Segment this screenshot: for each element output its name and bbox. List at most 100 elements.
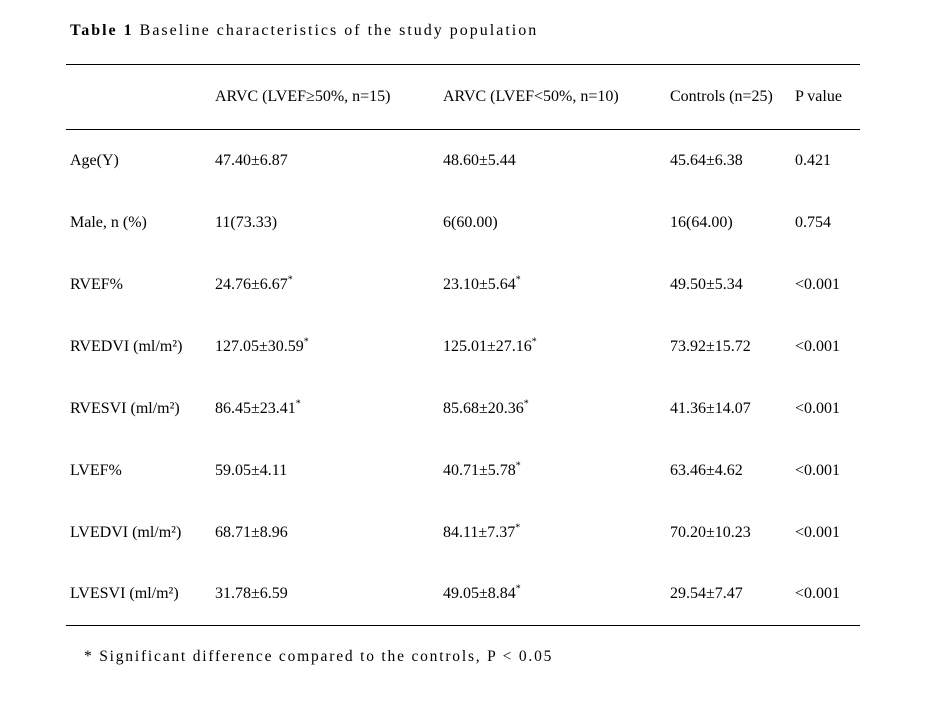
- row-header: RVEF%: [70, 275, 123, 293]
- table-caption: Baseline characteristics of the study po…: [133, 22, 539, 39]
- data-cell: 16(64.00): [666, 192, 791, 254]
- table-number: Table 1: [70, 22, 134, 39]
- baseline-characteristics-table: ARVC (LVEF≥50%, n=15) ARVC (LVEF<50%, n=…: [66, 64, 860, 626]
- row-header: RVESVI (ml/m²): [70, 399, 180, 417]
- row-header: Male, n (%): [70, 213, 147, 231]
- cell-value: 11(73.33): [215, 213, 278, 231]
- significance-asterisk: *: [515, 460, 521, 472]
- cell-value: 29.54±7.47: [670, 585, 743, 603]
- data-cell: 40.71±5.78*: [439, 440, 666, 502]
- data-cell: 127.05±30.59*: [211, 316, 439, 378]
- table-row: RVEDVI (ml/m²) 127.05±30.59* 125.01±27.1…: [66, 316, 860, 378]
- significance-asterisk: *: [515, 274, 521, 286]
- paper-page: Table 1 Baseline characteristics of the …: [66, 22, 860, 665]
- cell-value: 49.05±8.84: [443, 585, 516, 603]
- table-row: RVESVI (ml/m²) 86.45±23.41* 85.68±20.36*…: [66, 378, 860, 440]
- data-cell: 31.78±6.59: [211, 563, 439, 626]
- data-cell: 59.05±4.11: [211, 440, 439, 502]
- data-cell: 63.46±4.62: [666, 440, 791, 502]
- column-header-controls: Controls (n=25): [666, 64, 791, 130]
- data-cell: 24.76±6.67*: [211, 254, 439, 316]
- data-cell: 68.71±8.96: [211, 502, 439, 564]
- table-row: Male, n (%) 11(73.33) 6(60.00) 16(64.00)…: [66, 192, 860, 254]
- pvalue-cell: 0.421: [791, 130, 860, 192]
- cell-value: 41.36±14.07: [670, 399, 751, 417]
- pvalue-cell: <0.001: [791, 378, 860, 440]
- pvalue-cell: <0.001: [791, 440, 860, 502]
- cell-value: 0.421: [795, 151, 831, 169]
- significance-asterisk: *: [287, 274, 293, 286]
- row-header: LVEF%: [70, 461, 122, 479]
- cell-value: 45.64±6.38: [670, 151, 743, 169]
- cell-value: 125.01±27.16: [443, 337, 532, 355]
- table-row: LVESVI (ml/m²) 31.78±6.59 49.05±8.84* 29…: [66, 563, 860, 626]
- table-row: RVEF% 24.76±6.67* 23.10±5.64* 49.50±5.34…: [66, 254, 860, 316]
- cell-value: 85.68±20.36: [443, 399, 524, 417]
- cell-value: 70.20±10.23: [670, 523, 751, 541]
- data-cell: 41.36±14.07: [666, 378, 791, 440]
- cell-value: <0.001: [795, 337, 841, 355]
- cell-value: 48.60±5.44: [443, 151, 516, 169]
- data-cell: 23.10±5.64*: [439, 254, 666, 316]
- data-cell: 49.05±8.84*: [439, 563, 666, 626]
- data-cell: 85.68±20.36*: [439, 378, 666, 440]
- row-header: RVEDVI (ml/m²): [70, 337, 183, 355]
- cell-value: <0.001: [795, 461, 841, 479]
- pvalue-cell: 0.754: [791, 192, 860, 254]
- cell-value: 23.10±5.64: [443, 275, 516, 293]
- pvalue-cell: <0.001: [791, 502, 860, 564]
- cell-value: 0.754: [795, 213, 831, 231]
- cell-value: <0.001: [795, 585, 841, 603]
- cell-value: 16(64.00): [670, 213, 733, 231]
- data-cell: 47.40±6.87: [211, 130, 439, 192]
- cell-value: 63.46±4.62: [670, 461, 743, 479]
- cell-value: 84.11±7.37: [443, 523, 516, 541]
- data-cell: 45.64±6.38: [666, 130, 791, 192]
- data-cell: 84.11±7.37*: [439, 502, 666, 564]
- significance-asterisk: *: [515, 583, 521, 595]
- cell-value: <0.001: [795, 523, 841, 541]
- cell-value: 6(60.00): [443, 213, 498, 231]
- cell-value: 86.45±23.41: [215, 399, 296, 417]
- cell-value: 127.05±30.59: [215, 337, 304, 355]
- table-row: LVEF% 59.05±4.11 40.71±5.78* 63.46±4.62 …: [66, 440, 860, 502]
- cell-value: 47.40±6.87: [215, 151, 288, 169]
- column-header-arvc-preserved: ARVC (LVEF≥50%, n=15): [211, 64, 439, 130]
- significance-asterisk: *: [515, 522, 521, 534]
- significance-asterisk: *: [303, 336, 309, 348]
- pvalue-cell: <0.001: [791, 254, 860, 316]
- cell-value: <0.001: [795, 399, 841, 417]
- table-row: LVEDVI (ml/m²) 68.71±8.96 84.11±7.37* 70…: [66, 502, 860, 564]
- data-cell: 11(73.33): [211, 192, 439, 254]
- data-cell: 86.45±23.41*: [211, 378, 439, 440]
- cell-value: 73.92±15.72: [670, 337, 751, 355]
- significance-asterisk: *: [531, 336, 537, 348]
- table-title: Table 1 Baseline characteristics of the …: [70, 22, 860, 40]
- cell-value: 49.50±5.34: [670, 275, 743, 293]
- data-cell: 125.01±27.16*: [439, 316, 666, 378]
- data-cell: 73.92±15.72: [666, 316, 791, 378]
- data-cell: 29.54±7.47: [666, 563, 791, 626]
- pvalue-cell: <0.001: [791, 316, 860, 378]
- row-header: Age(Y): [70, 151, 119, 169]
- significance-asterisk: *: [523, 398, 529, 410]
- cell-value: 24.76±6.67: [215, 275, 288, 293]
- row-header: LVESVI (ml/m²): [66, 563, 211, 626]
- significance-asterisk: *: [295, 398, 301, 410]
- column-header-arvc-reduced: ARVC (LVEF<50%, n=10): [439, 64, 666, 130]
- data-cell: 49.50±5.34: [666, 254, 791, 316]
- cell-value: 40.71±5.78: [443, 461, 516, 479]
- row-header: LVEDVI (ml/m²): [70, 523, 182, 541]
- data-cell: 6(60.00): [439, 192, 666, 254]
- column-header-pvalue: P value: [791, 64, 860, 130]
- cell-value: <0.001: [795, 275, 841, 293]
- data-cell: 48.60±5.44: [439, 130, 666, 192]
- header-row: ARVC (LVEF≥50%, n=15) ARVC (LVEF<50%, n=…: [66, 64, 860, 130]
- table-row: Age(Y) 47.40±6.87 48.60±5.44 45.64±6.38 …: [66, 130, 860, 192]
- data-cell: 70.20±10.23: [666, 502, 791, 564]
- table-footnote: * Significant difference compared to the…: [84, 648, 554, 665]
- column-header-blank: [66, 64, 211, 130]
- cell-value: 59.05±4.11: [215, 461, 288, 479]
- cell-value: 31.78±6.59: [215, 585, 288, 603]
- pvalue-cell: <0.001: [791, 563, 860, 626]
